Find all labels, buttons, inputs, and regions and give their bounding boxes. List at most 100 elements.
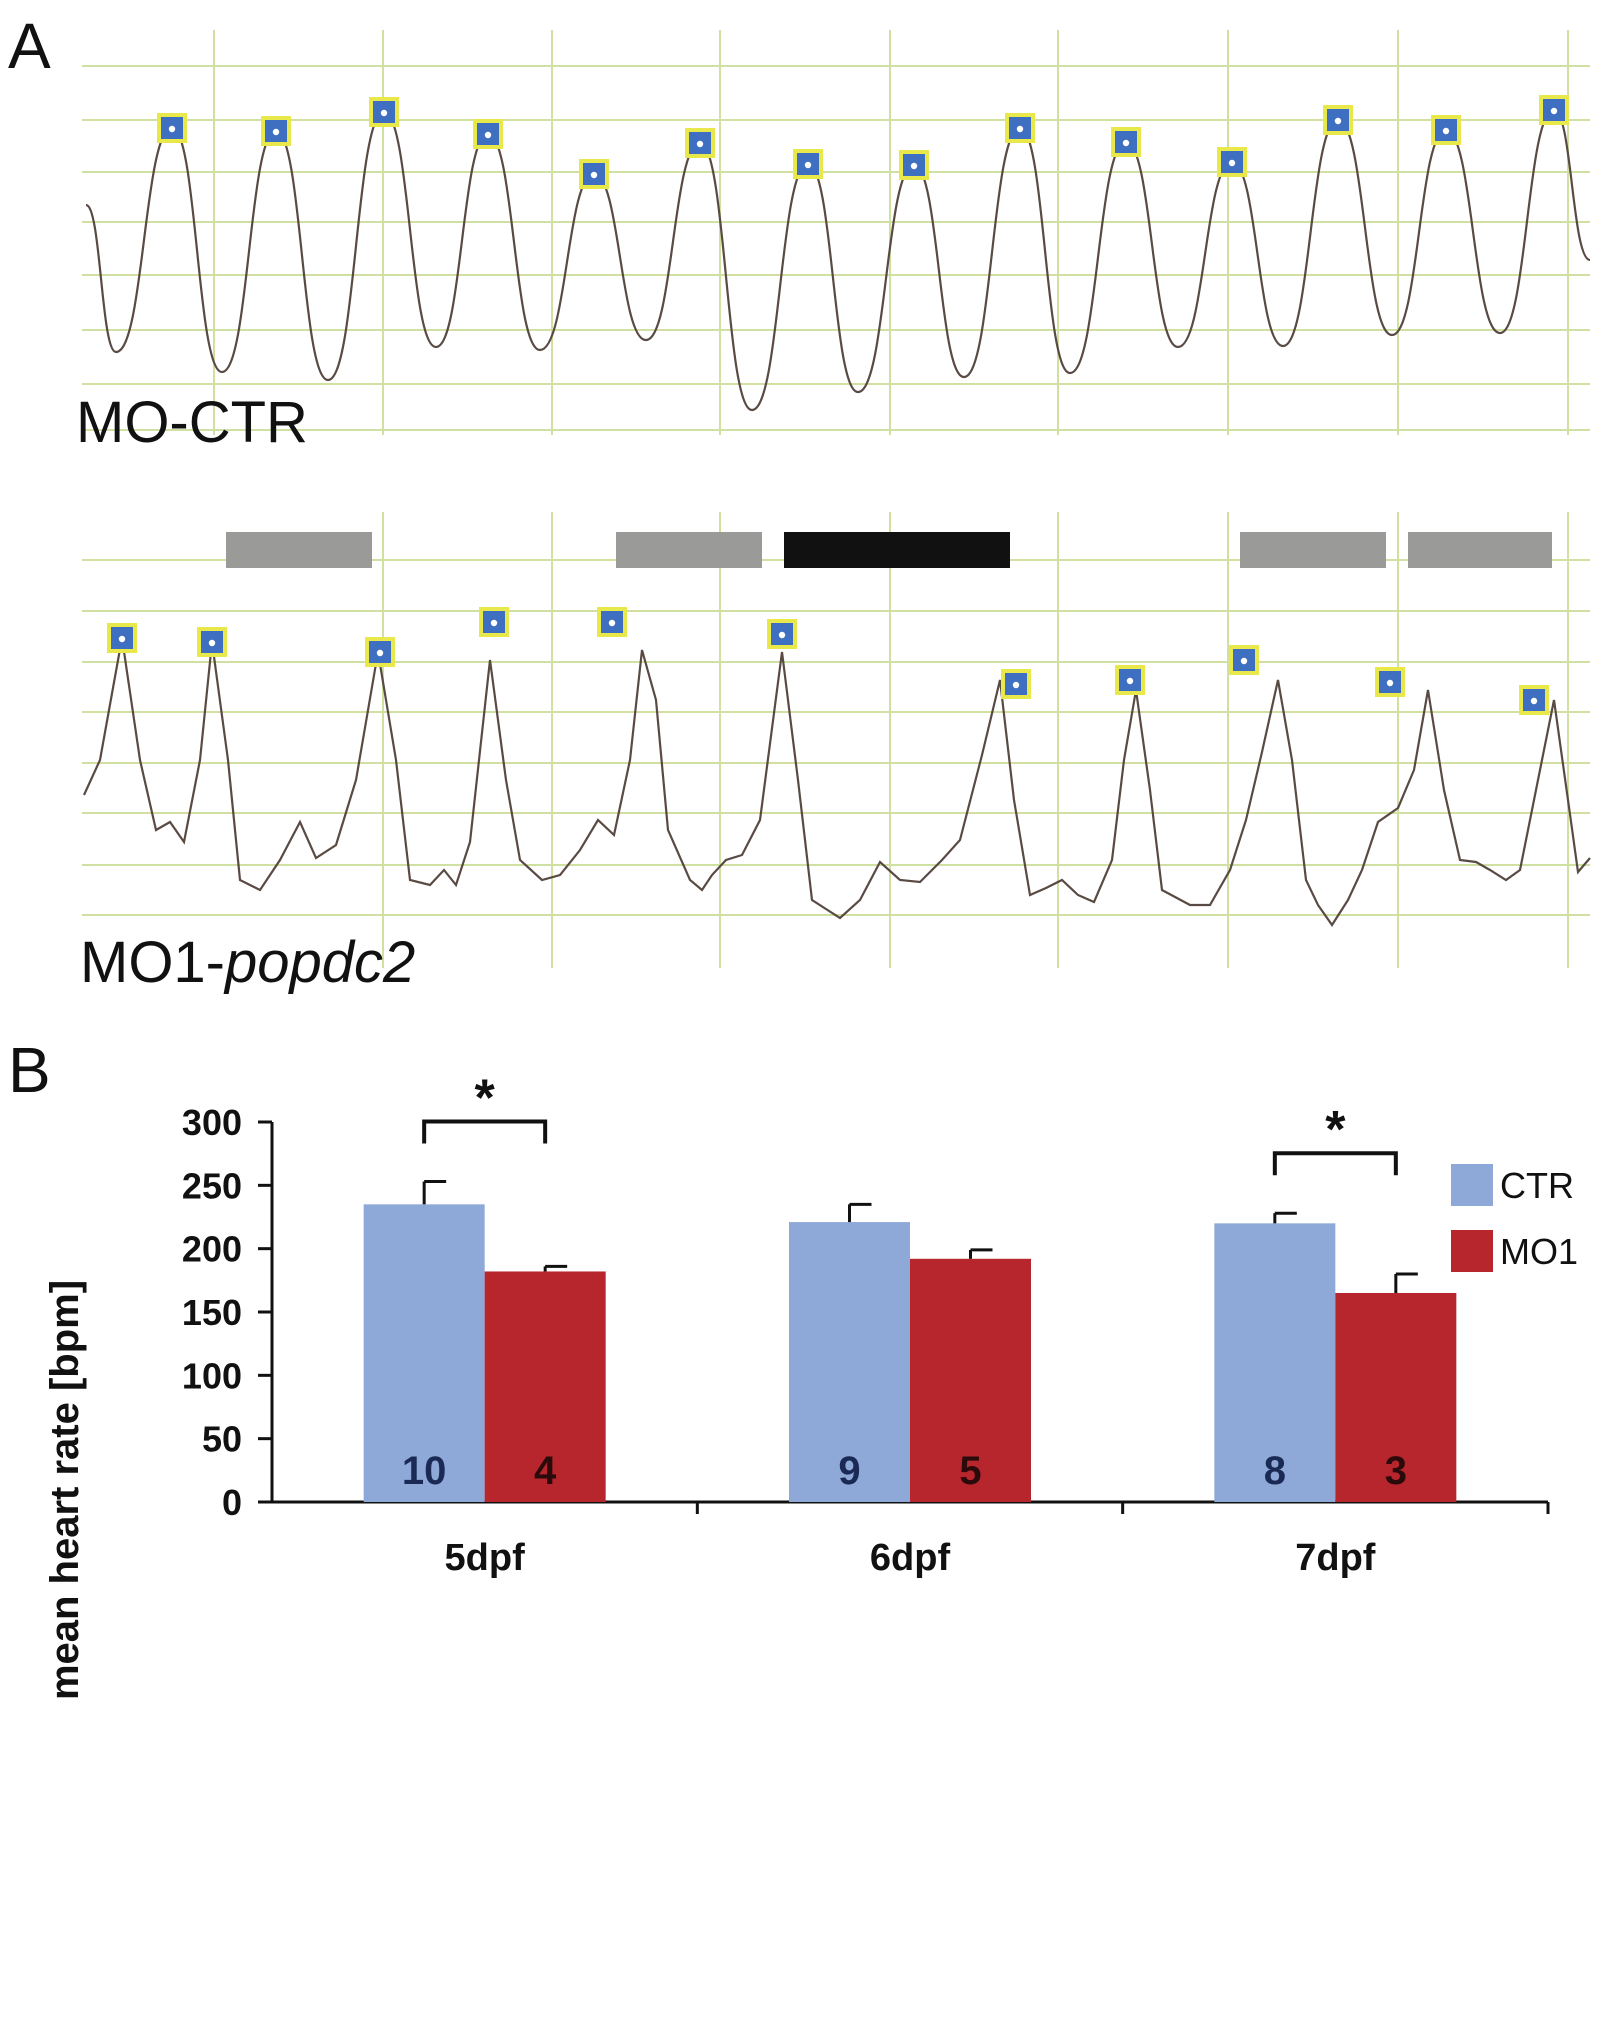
peak-marker-dot — [1334, 117, 1342, 125]
mo1-popdc2-label: MO1-popdc2 — [80, 930, 415, 995]
bottom-peak-marker — [197, 627, 227, 657]
peak-marker-dot — [376, 649, 384, 657]
grey-block-bar — [226, 532, 372, 568]
y-tick-label: 300 — [182, 1102, 242, 1143]
peak-marker-dot — [1126, 677, 1134, 685]
grey-block-bar — [616, 532, 762, 568]
y-axis-label: mean heart rate [bpm] — [43, 1280, 87, 1700]
y-tick-label: 200 — [182, 1229, 242, 1270]
mo1-bar-5dpf — [484, 1271, 606, 1502]
bottom-peak-marker — [767, 619, 797, 649]
y-axis: 0 50 100 150 200 250 300 — [182, 1102, 274, 1523]
peak-marker-dot — [272, 128, 280, 136]
peak-marker-box — [197, 627, 227, 657]
ctr-bar-5dpf — [363, 1204, 485, 1502]
mo1-n-label: 4 — [534, 1449, 557, 1493]
top-peak-marker — [157, 113, 187, 143]
x-category-label: 5dpf — [445, 1537, 526, 1579]
block-bars — [226, 532, 1552, 568]
peak-marker-box — [261, 116, 291, 146]
y-tick-label: 0 — [222, 1482, 242, 1523]
peak-marker-dot — [608, 619, 616, 627]
top-peak-marker — [685, 128, 715, 158]
peak-marker-dot — [1240, 657, 1248, 665]
y-tick-label: 50 — [202, 1419, 242, 1460]
top-trace-grid — [82, 30, 1590, 435]
bottom-peak-marker — [1519, 685, 1549, 715]
legend-mo1-swatch — [1451, 1230, 1493, 1272]
top-peak-marker — [1431, 115, 1461, 145]
peak-marker-dot — [1550, 107, 1558, 115]
peak-marker-dot — [1386, 679, 1394, 687]
y-tick-label: 150 — [182, 1292, 242, 1333]
legend: CTR MO1 — [1451, 1164, 1578, 1272]
peak-marker-dot — [1122, 139, 1130, 147]
ctr-n-label: 8 — [1264, 1449, 1286, 1493]
top-peak-marker — [1323, 105, 1353, 135]
top-peak-marker — [579, 159, 609, 189]
x-category-label: 7dpf — [1295, 1537, 1376, 1579]
peak-marker-dot — [1442, 127, 1450, 135]
peak-marker-box — [1229, 645, 1259, 675]
legend-ctr-label: CTR — [1500, 1165, 1574, 1206]
y-tick-label: 100 — [182, 1355, 242, 1396]
legend-ctr-swatch — [1451, 1164, 1493, 1206]
ctr-n-label: 10 — [402, 1449, 447, 1493]
top-peak-marker — [793, 149, 823, 179]
peak-marker-dot — [484, 131, 492, 139]
peak-marker-dot — [1228, 159, 1236, 167]
bottom-peak-marker — [479, 607, 509, 637]
grey-block-bar — [1240, 532, 1386, 568]
top-peak-marker — [1111, 127, 1141, 157]
peak-marker-box — [1111, 127, 1141, 157]
top-peak-marker — [899, 150, 929, 180]
peak-marker-dot — [590, 171, 598, 179]
peak-marker-dot — [168, 125, 176, 133]
peak-marker-dot — [118, 635, 126, 643]
mo-ctr-label: MO-CTR — [76, 390, 308, 455]
grey-block-bar — [1408, 532, 1552, 568]
peak-marker-dot — [1012, 681, 1020, 689]
peak-marker-dot — [380, 109, 388, 117]
ctr-bar-6dpf — [789, 1222, 910, 1502]
y-tick-label: 250 — [182, 1165, 242, 1206]
peak-marker-box — [1375, 667, 1405, 697]
peak-marker-dot — [1530, 697, 1538, 705]
panel-a-letter: A — [8, 10, 51, 82]
peak-marker-dot — [490, 619, 498, 627]
top-peak-markers — [157, 95, 1569, 189]
bottom-peak-marker — [597, 607, 627, 637]
x-category-label: 6dpf — [870, 1537, 951, 1579]
significance-bracket — [1272, 1151, 1398, 1176]
ctr-bar-7dpf — [1214, 1223, 1336, 1502]
peak-marker-dot — [804, 161, 812, 169]
black-block-bar — [784, 532, 1010, 568]
mo1-n-label: 3 — [1385, 1449, 1407, 1493]
peak-marker-dot — [696, 140, 704, 148]
top-peak-marker — [261, 116, 291, 146]
ctr-n-label: 9 — [838, 1449, 860, 1493]
peak-marker-dot — [1016, 125, 1024, 133]
bottom-peak-marker — [1115, 665, 1145, 695]
x-axis: 5dpf 6dpf 7dpf — [272, 1500, 1550, 1579]
panel-b-letter: B — [8, 1034, 51, 1106]
top-peak-marker — [369, 97, 399, 127]
bottom-peak-marker — [107, 623, 137, 653]
top-peak-marker — [1217, 147, 1247, 177]
peak-marker-dot — [208, 639, 216, 647]
mo1-bar-6dpf — [910, 1258, 1031, 1502]
significance-star: * — [1325, 1101, 1346, 1159]
popdc2-gene-name: popdc2 — [223, 930, 415, 995]
mo1-bar-7dpf — [1335, 1293, 1457, 1502]
peak-marker-box — [1519, 685, 1549, 715]
bottom-peak-marker — [1229, 645, 1259, 675]
bottom-peak-markers — [107, 607, 1549, 715]
top-peak-marker — [1539, 95, 1569, 125]
peak-marker-dot — [778, 631, 786, 639]
mo1-prefix: MO1- — [80, 930, 225, 995]
mo-ctr-trace — [85, 108, 1591, 412]
bottom-trace-grid — [82, 512, 1590, 968]
peak-marker-box — [793, 149, 823, 179]
legend-mo1-label: MO1 — [1500, 1231, 1578, 1272]
